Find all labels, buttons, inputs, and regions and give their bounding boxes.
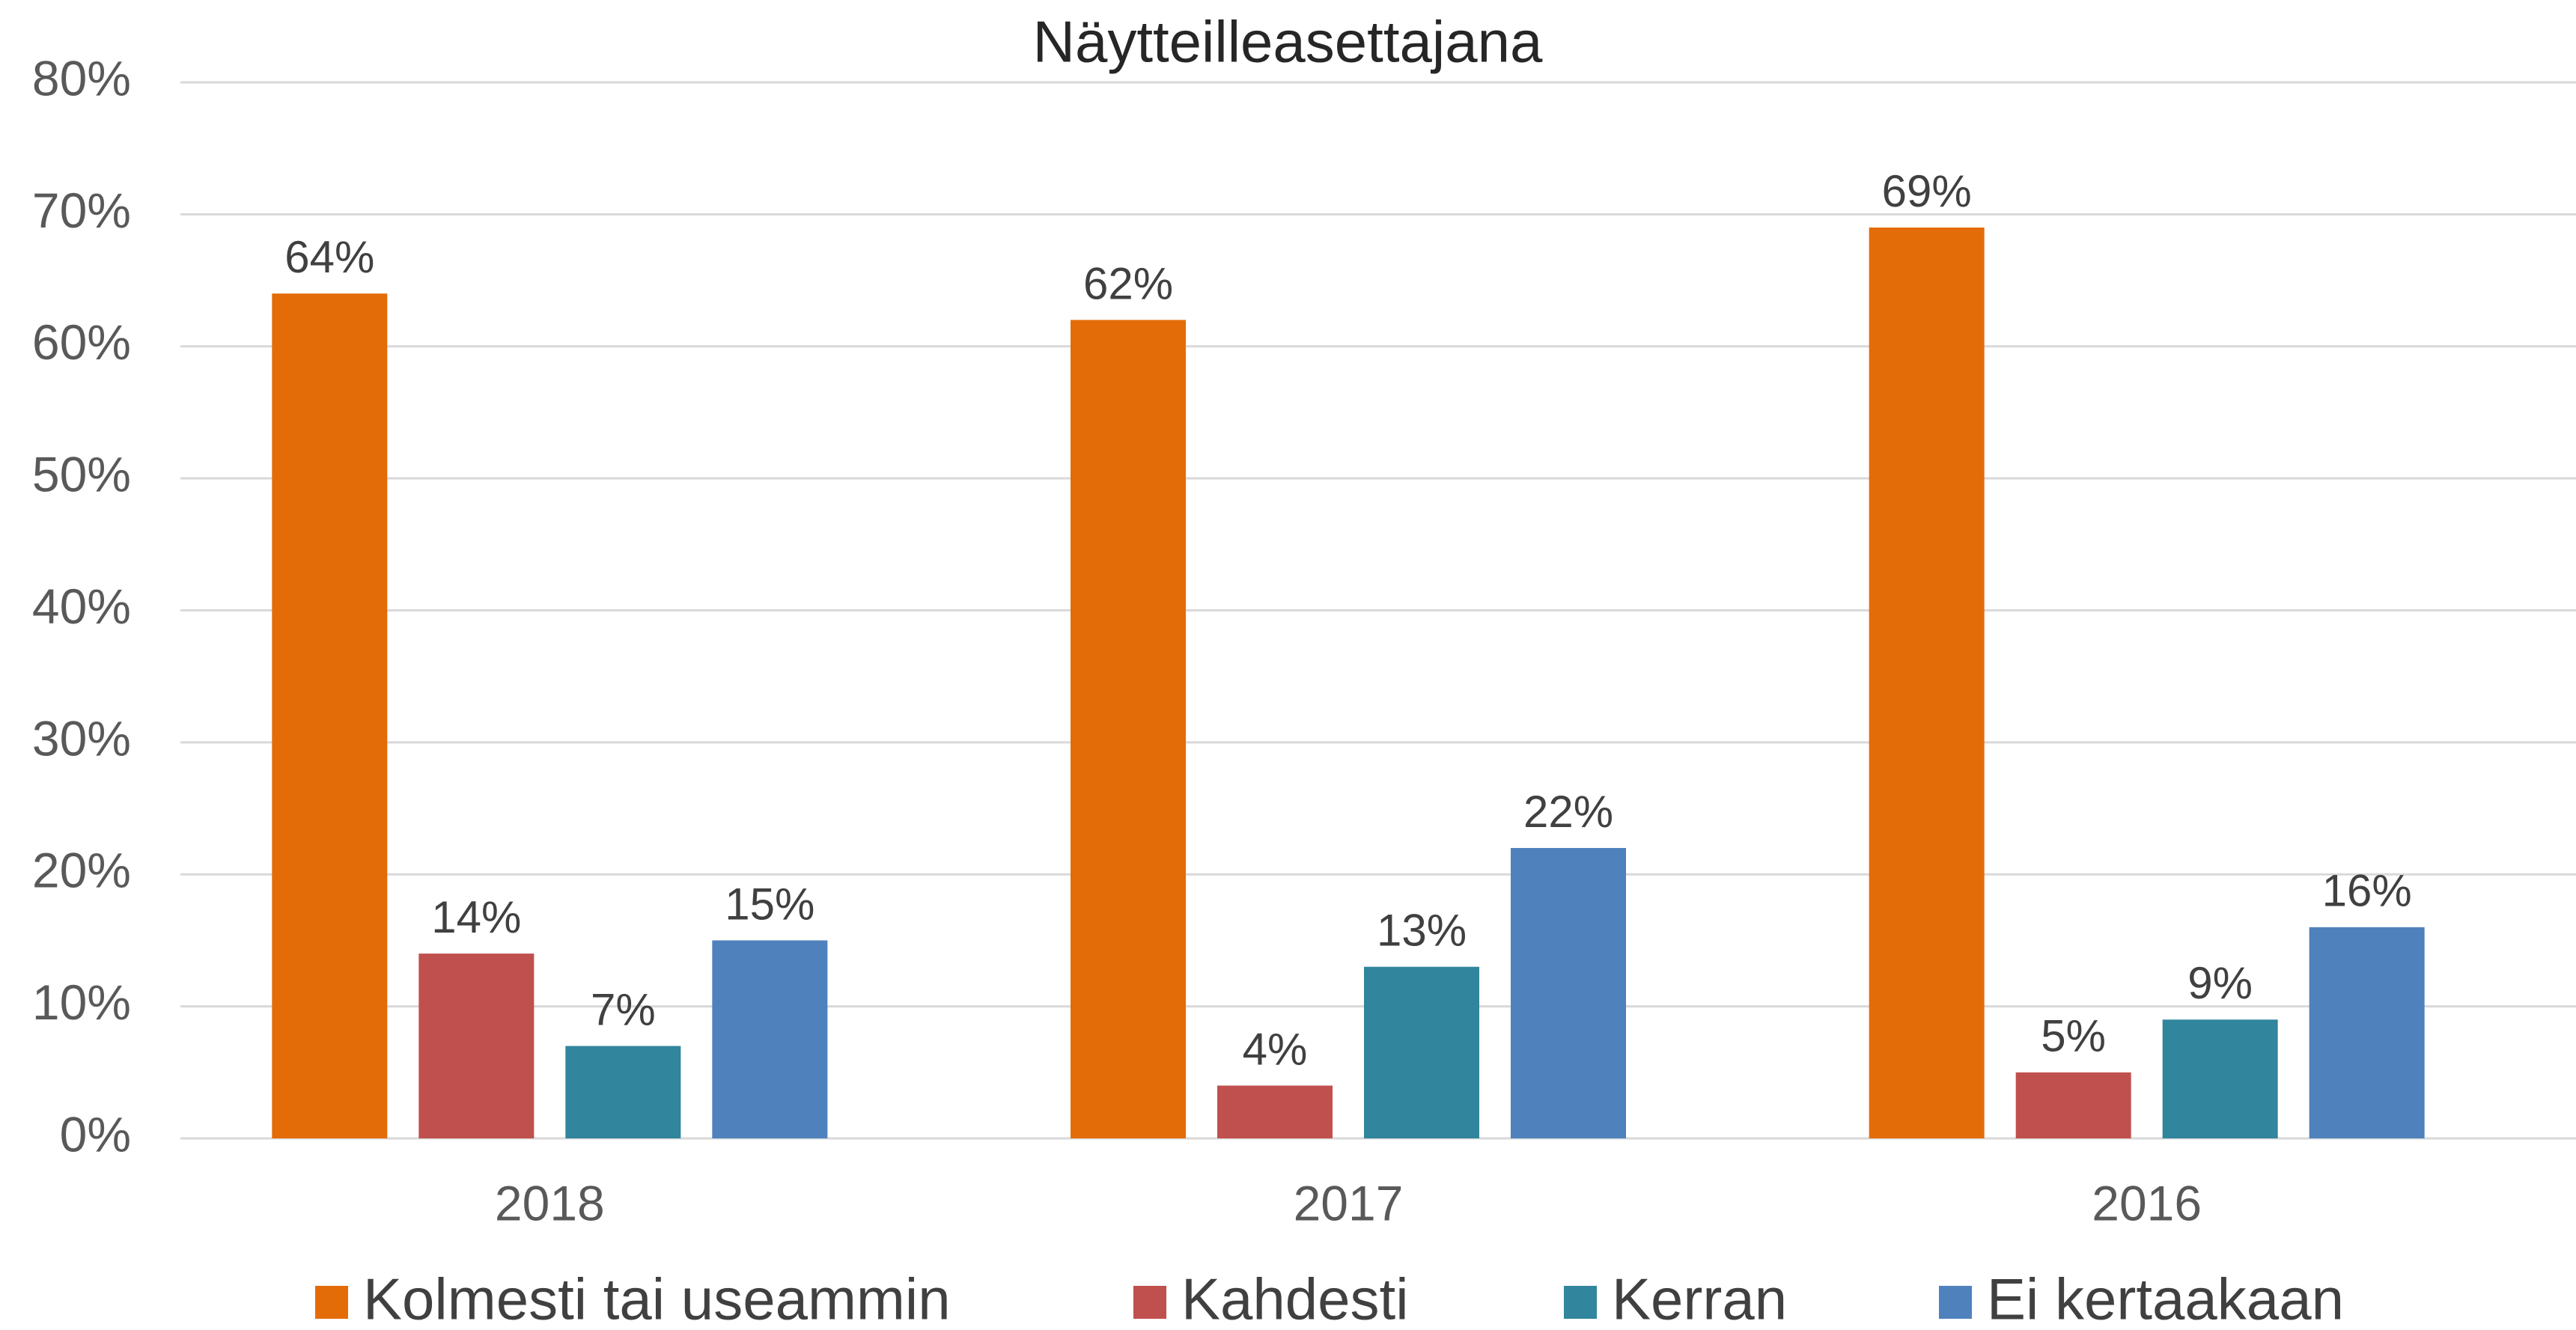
- bar: [2015, 1072, 2131, 1138]
- value-label: 14%: [431, 892, 521, 942]
- value-label: 15%: [725, 879, 814, 929]
- legend-swatch: [1133, 1286, 1166, 1319]
- value-label: 64%: [284, 232, 374, 282]
- legend-swatch: [1564, 1286, 1597, 1319]
- value-label: 9%: [2187, 958, 2253, 1008]
- y-tick-label: 60%: [32, 314, 131, 370]
- value-label: 69%: [1882, 166, 1972, 216]
- value-label: 4%: [1243, 1024, 1308, 1074]
- y-tick-label: 20%: [32, 843, 131, 898]
- bar: [1869, 228, 1985, 1139]
- y-tick-label: 70%: [32, 183, 131, 238]
- value-label: 22%: [1523, 787, 1613, 837]
- legend-label: Kerran: [1612, 1266, 1787, 1330]
- y-tick-label: 80%: [32, 50, 131, 106]
- y-tick-label: 30%: [32, 710, 131, 766]
- value-label: 62%: [1083, 258, 1173, 308]
- value-label: 7%: [591, 984, 656, 1034]
- legend-label: Kahdesti: [1181, 1266, 1409, 1330]
- bar: [565, 1046, 681, 1138]
- legend-label: Kolmesti tai useammin: [363, 1266, 951, 1330]
- legend-swatch: [315, 1286, 348, 1319]
- y-tick-label: 10%: [32, 974, 131, 1030]
- bar: [712, 940, 828, 1138]
- y-tick-label: 0%: [60, 1106, 131, 1162]
- bar: [272, 293, 388, 1139]
- legend-label: Ei kertaakaan: [1987, 1266, 2344, 1330]
- bar: [2162, 1019, 2278, 1138]
- y-tick-label: 50%: [32, 447, 131, 502]
- chart-title: Näytteilleasettajana: [1033, 9, 1543, 75]
- value-label: 5%: [2041, 1011, 2106, 1061]
- value-label: 16%: [2322, 866, 2412, 916]
- x-tick-label: 2016: [2092, 1175, 2202, 1230]
- value-label: 13%: [1377, 906, 1467, 956]
- bar: [1071, 320, 1186, 1139]
- x-tick-label: 2017: [1294, 1175, 1404, 1230]
- bar: [1217, 1085, 1333, 1138]
- legend-swatch: [1939, 1286, 1972, 1319]
- bar: [2309, 927, 2425, 1138]
- bar: [1511, 847, 1626, 1138]
- x-tick-label: 2018: [495, 1175, 605, 1230]
- bar: [418, 954, 535, 1138]
- y-tick-label: 40%: [32, 579, 131, 634]
- bar: [1364, 966, 1479, 1138]
